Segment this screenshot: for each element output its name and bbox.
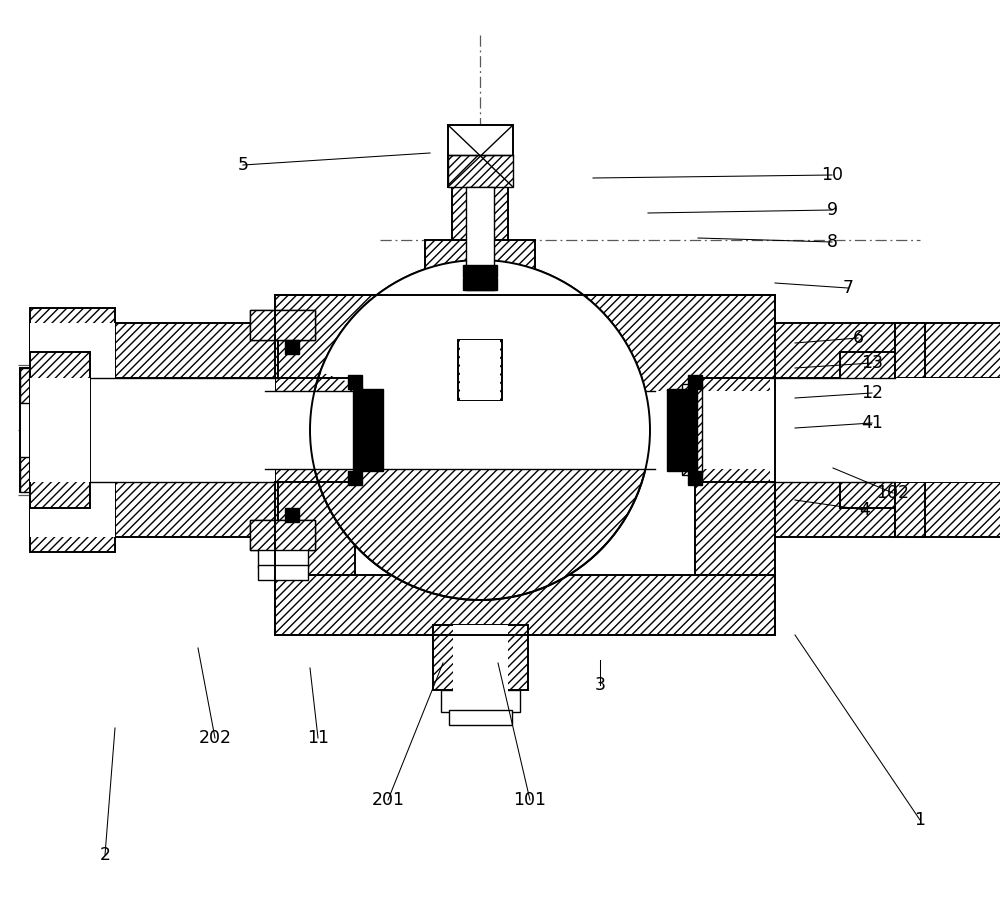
Bar — [452, 185, 508, 240]
Bar — [775, 323, 1000, 378]
Text: 11: 11 — [307, 729, 329, 747]
Bar — [30, 308, 115, 552]
Bar — [688, 471, 702, 485]
Bar — [348, 471, 362, 485]
Bar — [285, 508, 299, 522]
Bar — [30, 378, 88, 482]
Text: 202: 202 — [198, 729, 232, 747]
Bar — [30, 352, 90, 508]
Bar — [258, 565, 308, 580]
Bar — [88, 378, 275, 482]
Text: 8: 8 — [826, 233, 838, 251]
Polygon shape — [320, 260, 647, 430]
Text: 13: 13 — [861, 354, 883, 372]
Bar — [448, 155, 513, 187]
Bar — [840, 378, 900, 482]
Bar — [425, 240, 535, 275]
Bar — [250, 520, 315, 550]
Bar — [895, 323, 925, 537]
Text: 2: 2 — [100, 846, 110, 864]
Text: 10: 10 — [821, 166, 843, 184]
Text: 1: 1 — [914, 811, 926, 829]
Bar — [30, 378, 90, 482]
Text: 102: 102 — [876, 484, 910, 502]
Bar — [695, 395, 775, 575]
Bar — [258, 548, 308, 568]
Bar — [415, 290, 545, 340]
Bar — [348, 375, 362, 389]
Circle shape — [310, 260, 650, 600]
Bar — [30, 352, 88, 508]
Text: 101: 101 — [514, 791, 546, 809]
Bar — [895, 482, 925, 537]
Bar — [466, 187, 494, 290]
Bar — [463, 278, 497, 290]
Bar — [458, 340, 502, 400]
Bar — [353, 389, 383, 471]
Text: 3: 3 — [594, 676, 606, 694]
Bar — [441, 690, 520, 712]
Text: 201: 201 — [372, 791, 404, 809]
Text: 9: 9 — [826, 201, 838, 219]
Bar — [463, 265, 497, 277]
Text: 41: 41 — [861, 414, 883, 432]
Bar — [895, 323, 925, 378]
Bar — [285, 340, 299, 354]
Bar — [449, 710, 512, 725]
Bar — [775, 482, 1000, 537]
Bar — [20, 368, 38, 492]
Text: 7: 7 — [842, 279, 854, 297]
Bar — [275, 295, 775, 395]
Bar — [275, 395, 355, 575]
Bar — [667, 389, 697, 471]
Bar — [682, 384, 702, 475]
Bar — [30, 323, 278, 378]
Text: 12: 12 — [861, 384, 883, 402]
Bar — [770, 378, 1000, 482]
Text: 5: 5 — [238, 156, 248, 174]
Bar — [30, 482, 278, 537]
Text: 6: 6 — [852, 329, 864, 347]
Bar — [20, 457, 38, 492]
Bar — [30, 352, 88, 508]
Bar — [275, 575, 775, 635]
Bar — [840, 352, 900, 508]
Bar — [433, 625, 528, 690]
Bar — [453, 625, 508, 695]
Bar — [20, 368, 38, 403]
Bar — [250, 310, 315, 340]
Bar — [275, 391, 975, 469]
Bar — [448, 125, 513, 187]
Bar — [688, 375, 702, 389]
Bar — [460, 340, 500, 400]
Text: 4: 4 — [860, 501, 870, 519]
Bar — [30, 323, 115, 537]
Bar — [250, 310, 315, 340]
Bar — [250, 520, 315, 550]
